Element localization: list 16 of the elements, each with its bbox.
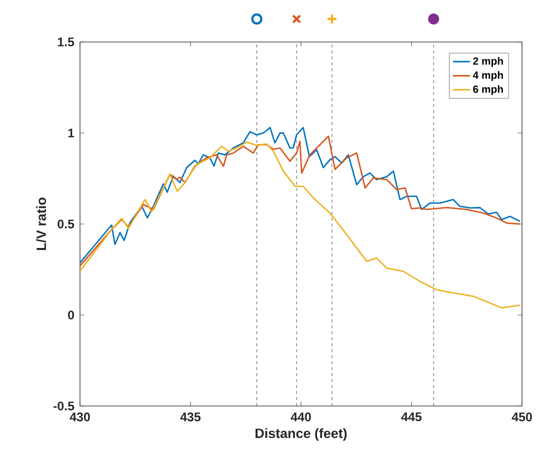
legend-label: 2 mph xyxy=(473,57,503,67)
y-axis-title: L/V ratio xyxy=(36,198,46,250)
legend-label: 6 mph xyxy=(473,85,503,95)
x-tick-label: 450 xyxy=(512,412,532,422)
y-tick-label: -0.5 xyxy=(54,402,74,410)
x-tick-label: 430 xyxy=(70,412,90,422)
y-tick-label: 1.5 xyxy=(58,38,74,46)
x-tick-label: 435 xyxy=(180,412,201,422)
x-tick-label: 445 xyxy=(401,412,422,422)
y-tick-label: 1 xyxy=(68,128,74,138)
x-axis-title: Distance (feet) xyxy=(256,428,347,441)
y-tick-label: 0.5 xyxy=(58,220,74,228)
x-tick-label: 440 xyxy=(290,412,311,422)
line-series xyxy=(80,141,520,309)
y-tick-label: 0 xyxy=(68,310,74,320)
legend-label: 4 mph xyxy=(472,71,503,81)
